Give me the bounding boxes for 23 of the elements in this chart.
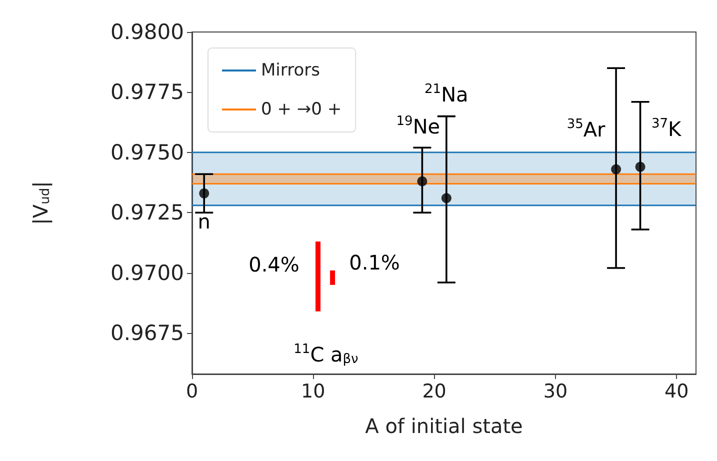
y-tick-label: 0.9750 [110, 140, 184, 164]
x-tick-label: 0 [186, 380, 198, 402]
x-tick-label: 10 [301, 380, 326, 402]
x-axis-title: A of initial state [365, 414, 523, 438]
point [611, 164, 622, 174]
x-tick-label: 20 [422, 380, 446, 402]
point [635, 162, 646, 172]
y-tick-label: 0.9675 [110, 321, 184, 346]
annotation: n [198, 209, 210, 234]
x-tick-label: 40 [664, 380, 689, 402]
y-tick-label: 0.9700 [110, 260, 184, 285]
point [441, 193, 452, 204]
point [417, 176, 428, 186]
legend-label: Mirrors [261, 60, 320, 80]
annotation: 0.1% [349, 250, 400, 274]
legend-label: 0 + →0 + [261, 100, 342, 120]
y-tick-label: 0.9800 [110, 20, 184, 44]
y-axis-title: |Vud| [28, 181, 53, 225]
y-tick-label: 0.9775 [110, 80, 184, 104]
y-tick-label: 0.9725 [110, 200, 184, 225]
x-tick-label: 30 [543, 380, 568, 402]
point [199, 188, 210, 198]
annotation: 0.4% [248, 252, 300, 277]
